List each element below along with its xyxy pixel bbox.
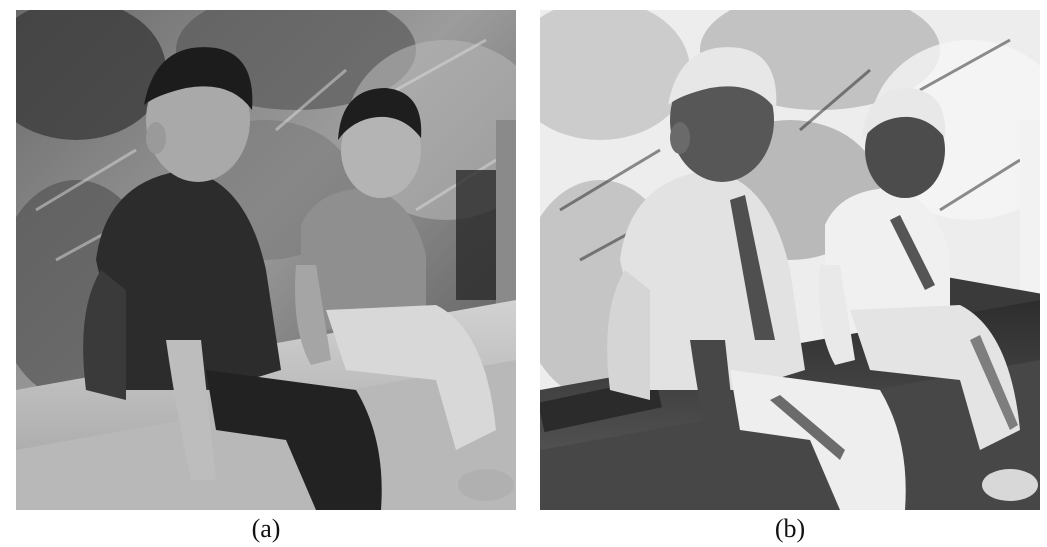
photo-original bbox=[16, 10, 516, 510]
scene-a bbox=[16, 10, 516, 510]
caption-b: (b) bbox=[774, 514, 806, 543]
caption-a: (a) bbox=[251, 514, 281, 543]
photo-inverted bbox=[540, 10, 1040, 510]
photo-panel-a bbox=[16, 10, 516, 510]
photo-panel-b bbox=[540, 10, 1040, 510]
scene-b bbox=[540, 10, 1040, 510]
